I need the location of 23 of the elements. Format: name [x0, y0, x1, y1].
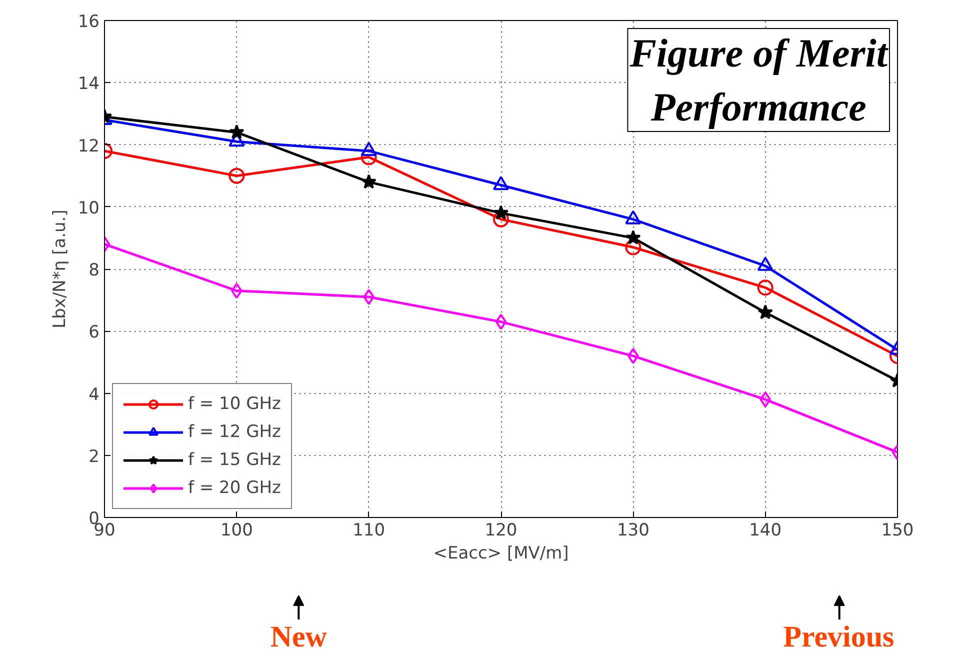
x-tick-label: 100: [220, 520, 253, 540]
y-tick-label: 6: [88, 322, 100, 343]
text: New: [270, 620, 328, 654]
legend-label: f = 15 GHz: [188, 450, 281, 470]
legend-label: f = 10 GHz: [188, 394, 281, 414]
x-tick-label: 130: [616, 520, 650, 540]
x-axis-title: <Eacc> [MV/m]: [433, 544, 569, 564]
x-tick-label: 120: [484, 520, 518, 540]
y-tick-label: 8: [88, 260, 100, 280]
text: Figure of Merit Performance: [628, 30, 890, 130]
x-tick-label: 140: [749, 520, 782, 540]
y-tick-label: 2: [88, 446, 100, 467]
y-axis-title: Lbx/N*η [a.u.]: [50, 210, 70, 328]
text: Previous: [783, 620, 894, 654]
legend-label: f = 20 GHz: [188, 478, 281, 498]
legend-label: f = 12 GHz: [188, 422, 281, 442]
y-tick-label: 16: [78, 12, 100, 32]
x-tick-label: 150: [881, 520, 914, 540]
x-tick-label: 110: [352, 520, 386, 540]
y-tick-label: 10: [78, 198, 100, 218]
y-tick-label: 12: [78, 136, 100, 156]
y-tick-label: 14: [78, 74, 100, 94]
y-tick-label: 4: [88, 384, 100, 405]
